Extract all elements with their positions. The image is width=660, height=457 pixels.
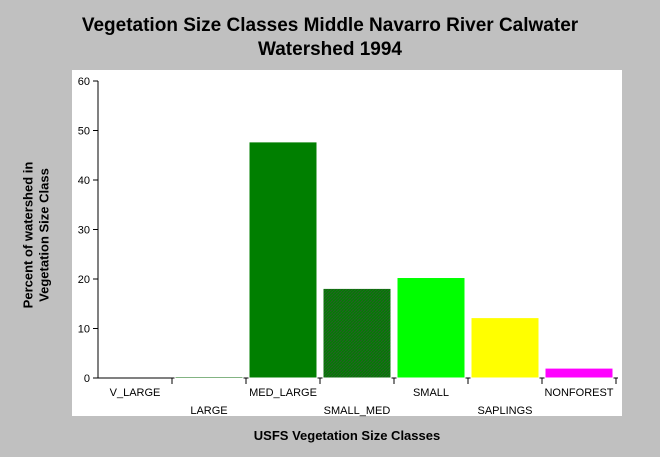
x-tick-label: NONFOREST: [544, 387, 613, 399]
y-tick-label: 60: [78, 76, 90, 88]
bar-small: [396, 277, 466, 379]
y-tick-label: 50: [78, 126, 90, 138]
bar-med-large: [248, 141, 318, 379]
chart-title-line-1: Vegetation Size Classes Middle Navarro R…: [81, 15, 579, 36]
y-axis-label: Percent of watershed in Vegetation Size …: [16, 85, 56, 385]
chart-title-line-2: Watershed 1994: [258, 39, 402, 60]
x-tick-label: V_LARGE: [110, 387, 161, 399]
y-tick-label: 10: [78, 324, 90, 336]
x-tick-label: SMALL_MED: [324, 405, 391, 417]
chart-title: Vegetation Size Classes Middle Navarro R…: [0, 14, 660, 62]
y-tick-label: 0: [84, 373, 90, 385]
y-tick-label: 20: [78, 274, 90, 286]
bar-saplings: [470, 317, 540, 379]
y-axis-label-line-1: Percent of watershed in: [20, 161, 35, 309]
y-tick-label: 30: [78, 225, 90, 237]
x-tick-label: MED_LARGE: [249, 387, 317, 399]
x-tick-label: LARGE: [190, 405, 227, 417]
x-tick-label: SAPLINGS: [477, 405, 532, 417]
y-tick-label: 40: [78, 175, 90, 187]
bar-large: [174, 376, 244, 379]
bar-small-med: [322, 287, 392, 379]
y-axis-label-line-2: Vegetation Size Class: [36, 168, 51, 302]
bar-nonforest: [544, 367, 614, 379]
x-tick-label: SMALL: [413, 387, 449, 399]
x-axis-label: USFS Vegetation Size Classes: [253, 428, 441, 443]
